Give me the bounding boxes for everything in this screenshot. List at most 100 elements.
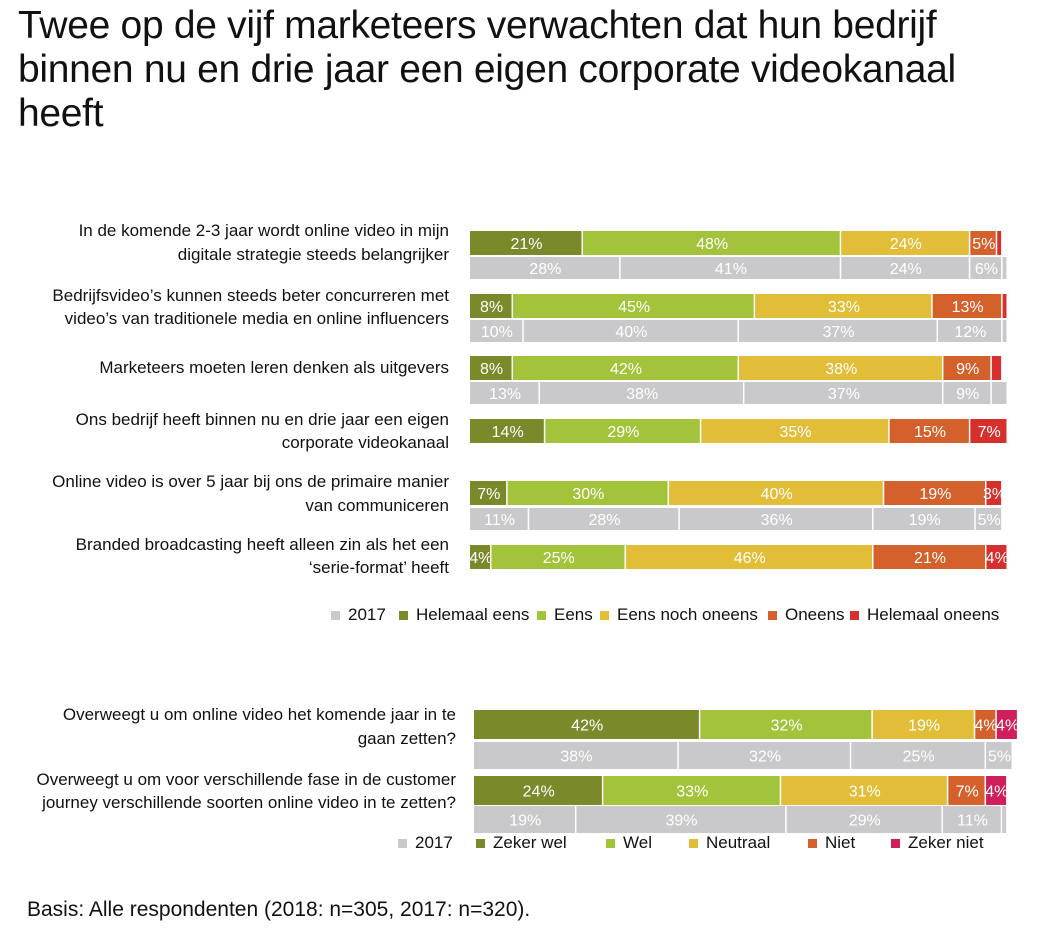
bar-2017-segment (1002, 806, 1007, 833)
legend-label: Eens noch oneens (617, 605, 758, 624)
legend-label: 2017 (348, 605, 386, 624)
chart-1-row-6: Branded broadcasting heeft alleen zin al… (76, 535, 1009, 577)
data-label-2017: 24% (890, 261, 922, 278)
bar-2017-segment (970, 257, 1002, 279)
data-label: 33% (828, 299, 860, 316)
data-label-2017: 28% (529, 261, 561, 278)
data-label: 48% (696, 236, 728, 253)
bar-2018-eens-noch-oneens (626, 545, 872, 569)
bar-2017-segment (986, 742, 1012, 769)
data-label: 42% (610, 361, 642, 378)
footnote: Basis: Alle respondenten (2018: n=305, 2… (27, 898, 531, 921)
data-label-2017: 29% (849, 813, 881, 830)
legend-label: Niet (825, 833, 856, 852)
data-label-2017: 11% (957, 813, 988, 830)
data-label-2017: 37% (828, 386, 860, 403)
bar-2017-segment (620, 257, 840, 279)
question-label: In de komende 2-3 jaar wordt online vide… (79, 221, 449, 240)
legend-label: Helemaal eens (416, 605, 529, 624)
bar-2018-eens-noch-oneens (701, 419, 889, 443)
data-label: 29% (607, 424, 639, 441)
legend-swatch (891, 839, 900, 848)
chart-2: Overweegt u om online video het komende … (36, 705, 1019, 852)
data-label: 7% (978, 424, 1001, 441)
bar-2018-oneens (873, 545, 985, 569)
bar-2018-helemaal-eens (470, 481, 507, 505)
data-label: 9% (956, 361, 979, 378)
question-label: Online video is over 5 jaar bij ons de p… (52, 472, 449, 491)
legend-1: 2017 Helemaal eens Eens Eens noch oneens One… (331, 605, 999, 624)
legend-label: Zeker niet (908, 833, 984, 852)
data-label-2017: 6% (975, 261, 998, 278)
bar-2018-eens-noch-oneens (755, 294, 932, 318)
data-label: 21% (510, 236, 542, 253)
data-label: 4% (974, 718, 997, 735)
data-label: 24% (890, 236, 922, 253)
bar-2018-helemaal-oneens (970, 419, 1007, 443)
question-label: journey verschillende soorten online vid… (41, 793, 456, 812)
bar-2017-segment (938, 320, 1002, 342)
bar-2018-eens (582, 231, 840, 255)
data-label-2017: 37% (823, 324, 855, 341)
bar-2018-eens-noch-oneens (841, 231, 969, 255)
legend-label: Oneens (785, 605, 845, 624)
bar-2017-segment (841, 257, 969, 279)
bar-2017-segment (991, 382, 1007, 404)
bar-2017-segment (739, 320, 937, 342)
data-label-2017: 32% (749, 749, 781, 766)
question-label: Marketeers moeten leren denken als uitge… (99, 358, 449, 377)
chart-2-row-1: Overweegt u om online video het komende … (63, 705, 1019, 769)
bar-2018-neutraal (781, 776, 947, 805)
data-label: 7% (956, 784, 979, 801)
bar-2018-neutraal (872, 710, 974, 739)
legend-swatch (537, 611, 546, 620)
data-label-2017: 5% (978, 512, 1001, 529)
bar-2018-helemaal-eens (470, 356, 512, 380)
chart-1-row-3: Marketeers moeten leren denken als uitge… (99, 356, 1007, 404)
bar-2018-oneens (884, 481, 985, 505)
bar-2017-segment (1002, 320, 1007, 342)
data-label: 7% (477, 486, 500, 503)
bar-2017-segment (474, 806, 575, 833)
bar-2017-segment (1002, 257, 1007, 279)
data-label: 46% (734, 550, 766, 567)
data-label: 33% (676, 784, 708, 801)
bar-2018-helemaal-eens (470, 294, 512, 318)
data-label: 4% (986, 550, 1009, 567)
data-label: 30% (572, 486, 604, 503)
bar-2018-oneens (943, 356, 991, 380)
data-label: 21% (914, 550, 946, 567)
chart-1-row-2: Bedrijfsvideo’s kunnen steeds beter conc… (52, 286, 1007, 342)
data-label: 13% (952, 299, 984, 316)
data-label: 4% (996, 718, 1019, 735)
question-label: digitale strategie steeds belangrijker (178, 245, 450, 264)
question-label: Ons bedrijf heeft binnen nu en drie jaar… (76, 410, 449, 429)
chart-2-row-2: Overweegt u om voor verschillende fase i… (36, 770, 1008, 833)
question-label: corporate videokanaal (282, 433, 449, 452)
bar-2018-wel (700, 710, 872, 739)
legend-label: Neutraal (706, 833, 770, 852)
data-label-2017: 11% (484, 512, 515, 529)
bar-2018-oneens (970, 231, 996, 255)
legend-swatch (850, 611, 859, 620)
bar-2018-helemaal-oneens (1002, 294, 1007, 318)
data-label-2017: 13% (489, 386, 521, 403)
bar-2018-wel (603, 776, 780, 805)
data-label-2017: 19% (509, 813, 541, 830)
bar-2018-zeker-niet (986, 776, 1007, 805)
bar-2017-segment (474, 742, 678, 769)
data-label-2017: 38% (560, 749, 592, 766)
question-label: video’s van traditionele media en online… (65, 309, 449, 328)
bar-2017-segment (678, 742, 850, 769)
question-label: van communiceren (305, 496, 449, 515)
question-label: Bedrijfsvideo’s kunnen steeds beter conc… (52, 286, 449, 305)
data-label-2017: 38% (626, 386, 658, 403)
bar-2017-segment (539, 382, 743, 404)
data-label: 14% (492, 424, 524, 441)
data-label-2017: 39% (665, 813, 697, 830)
bar-2018-oneens (889, 419, 969, 443)
legend-label: Eens (554, 605, 593, 624)
question-label: Branded broadcasting heeft alleen zin al… (76, 535, 449, 554)
bar-2017-segment (851, 742, 985, 769)
data-label-2017: 40% (615, 324, 647, 341)
